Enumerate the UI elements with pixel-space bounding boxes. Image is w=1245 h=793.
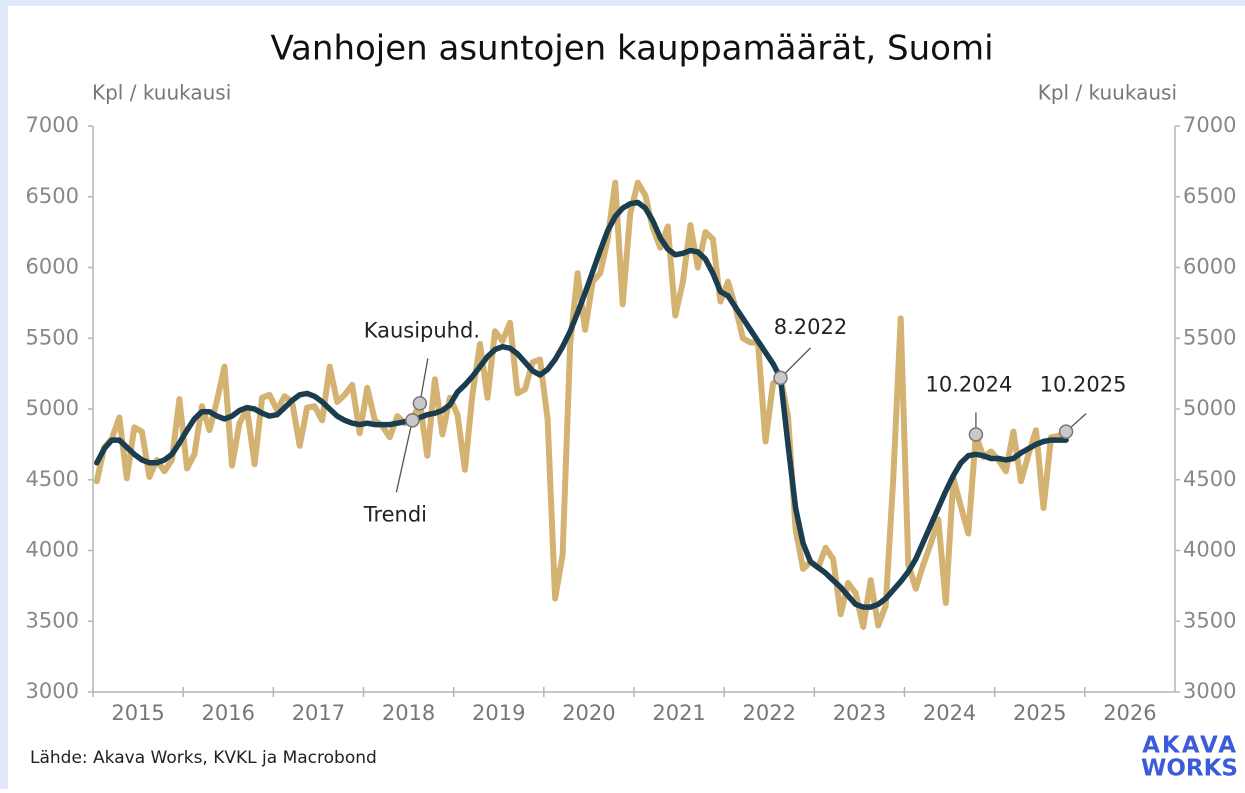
y2-axis-label: Kpl / kuukausi [1038,81,1177,105]
x-tick-label: 2024 [923,701,976,725]
y2-tick-label: 3500 [1183,608,1236,632]
y-tick-label: 7000 [26,113,79,137]
annotation-label: 10.2025 [1040,373,1127,397]
chart-title: Vanhojen asuntojen kauppamäärät, Suomi [270,29,993,69]
x-tick-label: 2021 [652,701,705,725]
x-tick-label: 2026 [1103,701,1156,725]
x-tick-label: 2023 [833,701,886,725]
annotation-marker [405,413,420,428]
y-axis-label: Kpl / kuukausi [92,81,231,105]
annotation-label: 10.2024 [925,372,1012,396]
y-tick-label: 5000 [26,396,79,420]
y2-tick-label: 4000 [1183,538,1236,562]
left-border [0,0,8,789]
annotation-label: 8.2022 [774,315,847,339]
x-tick-label: 2025 [1013,701,1066,725]
y2-tick-label: 5000 [1183,396,1236,420]
leader-line [419,358,429,404]
series-label: Kausipuhd. [364,318,480,342]
annotation-marker [412,396,428,411]
y2-tick-label: 7000 [1183,113,1236,137]
annotation-marker [773,370,788,386]
y2-tick-label: 5500 [1183,325,1236,349]
series-label: Trendi [363,502,427,526]
y2-tick-label: 4500 [1183,467,1236,491]
y2-tick-label: 6000 [1183,255,1236,279]
series-line [94,199,1069,610]
y-tick-label: 6500 [26,184,79,208]
logo-line: AKAVA [1142,733,1238,759]
logo-line: WORKS [1141,756,1238,782]
x-tick-label: 2018 [382,701,435,725]
x-tick-label: 2022 [743,701,796,725]
source: Lähde: Akava Works, KVKL ja Macrobond [30,748,377,768]
y-tick-label: 6000 [26,255,79,279]
y2-tick-label: 3000 [1183,679,1236,703]
y-tick-label: 5500 [26,325,79,349]
x-tick-label: 2020 [562,701,615,725]
y-tick-label: 3000 [26,679,79,703]
x-tick-label: 2019 [472,701,525,725]
annotation-marker [968,427,984,442]
annotation-marker [1058,424,1074,439]
leader-line [395,420,414,493]
x-tick-label: 2017 [292,701,345,725]
y-tick-label: 4000 [26,538,79,562]
top-border [0,0,1245,6]
y-tick-label: 4500 [26,467,79,491]
x-tick-label: 2016 [202,701,255,725]
x-tick-label: 2015 [111,701,164,725]
y2-tick-label: 6500 [1183,184,1236,208]
y-tick-label: 3500 [26,608,79,632]
